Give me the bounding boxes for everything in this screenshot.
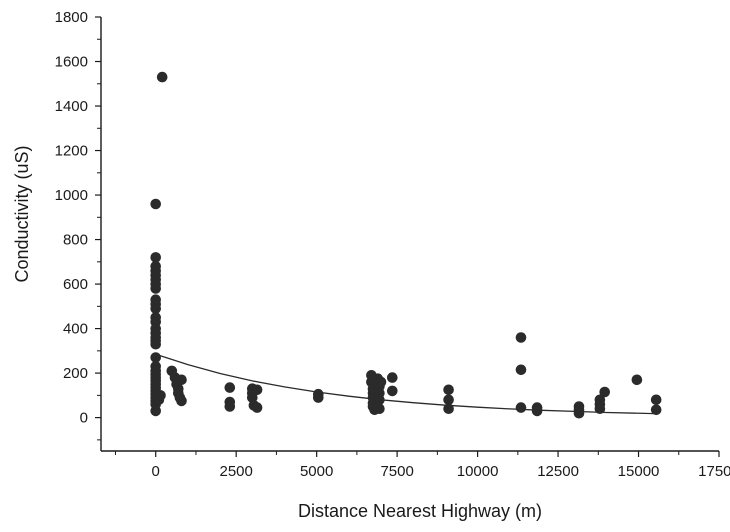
y-axis-title: Conductivity (uS) (12, 145, 32, 282)
y-tick-label: 0 (80, 410, 88, 427)
data-point (150, 198, 161, 210)
y-tick-label: 1000 (55, 187, 88, 204)
data-point (251, 402, 263, 413)
data-point (176, 395, 187, 407)
axes (100, 17, 719, 452)
data-point (515, 332, 527, 343)
data-point (375, 376, 387, 388)
data-point (224, 382, 236, 393)
x-tick-label: 15000 (618, 463, 660, 480)
data-point (176, 374, 187, 386)
y-tick-label: 1200 (55, 143, 88, 160)
x-tick-label: 17500 (698, 463, 730, 480)
y-tick-label: 600 (63, 276, 88, 293)
data-point (155, 390, 166, 401)
y-tick-label: 800 (63, 232, 88, 249)
data-point (443, 394, 454, 406)
x-tick-label: 5000 (300, 463, 333, 480)
data-point (150, 338, 161, 350)
data-point (650, 404, 662, 416)
fit-curve-group (155, 353, 655, 415)
data-point (594, 403, 606, 415)
x-axis-title: Distance Nearest Highway (m) (298, 501, 542, 521)
y-tick-label: 400 (63, 321, 88, 338)
tick-labels: 0 200 400 600 800 1000 1200 1400 1600 1800 0 2500 50… (55, 9, 730, 480)
y-tick-label: 1800 (55, 9, 88, 26)
x-tick-label: 10000 (457, 463, 499, 480)
y-tick-label: 1400 (55, 98, 88, 115)
x-tick-label: 12500 (537, 463, 579, 480)
y-tick-label: 1600 (55, 54, 88, 71)
data-point (150, 303, 161, 314)
data-point (599, 386, 610, 398)
data-point (374, 394, 385, 406)
data-point (387, 385, 398, 397)
data-point (150, 283, 161, 294)
x-tick-label: 2500 (220, 463, 253, 480)
data-point (224, 401, 236, 412)
data-point (156, 71, 168, 83)
y-tick-label: 200 (63, 365, 88, 382)
data-point (387, 372, 398, 383)
data-point (515, 364, 527, 376)
data-point (650, 394, 662, 406)
data-points (150, 71, 662, 419)
data-point (251, 384, 263, 396)
data-point (374, 403, 385, 415)
fit-curve (155, 353, 655, 415)
data-point (313, 392, 324, 403)
data-point (150, 252, 161, 263)
data-point (631, 374, 643, 386)
data-point (531, 405, 543, 417)
data-point (443, 384, 454, 396)
x-tick-label: 0 (152, 463, 160, 480)
x-tick-label: 7500 (380, 463, 413, 480)
data-point (150, 405, 161, 417)
data-point (150, 352, 161, 363)
axis-ticks (95, 16, 720, 457)
data-point (515, 402, 527, 413)
data-point (573, 407, 585, 419)
data-point (443, 403, 454, 415)
